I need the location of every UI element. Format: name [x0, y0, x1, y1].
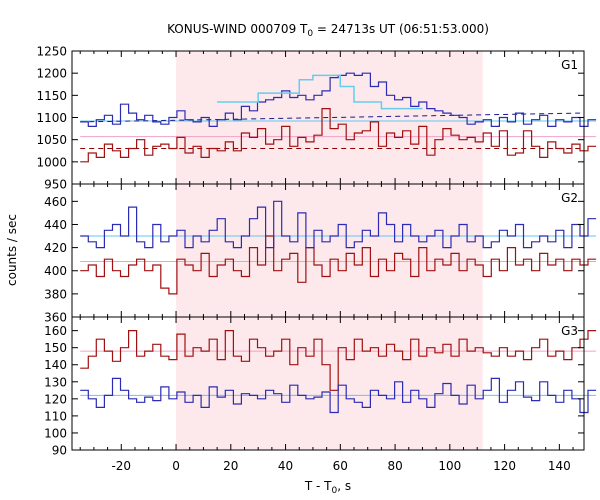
- y-tick-label: 100: [44, 426, 67, 440]
- y-tick-label: 160: [44, 324, 67, 338]
- panel-g3: G3: [80, 324, 597, 414]
- y-tick-label: 950: [44, 178, 67, 192]
- x-tick-label: 80: [387, 459, 402, 473]
- x-tick-label: 60: [333, 459, 348, 473]
- x-tick-label: 20: [223, 459, 238, 473]
- y-tick-label: 140: [44, 358, 67, 372]
- y-tick-label: 150: [44, 341, 67, 355]
- y-tick-label: 400: [44, 264, 67, 278]
- x-tick-label: -20: [111, 459, 131, 473]
- step-fit-line: [217, 74, 423, 110]
- panels-layer: G1 G2 G3: [80, 58, 597, 414]
- y-tick-label: 420: [44, 241, 67, 255]
- y-tick-label: 1050: [36, 133, 67, 147]
- y-tick-label: 120: [44, 392, 67, 406]
- x-tick-label: 140: [548, 459, 571, 473]
- x-tick-labels: -20 0 20 40 60 80 100 120 140: [111, 459, 570, 473]
- panel-g2: G2: [80, 191, 597, 295]
- panel-frame: [71, 316, 585, 451]
- source-interval-shade: [176, 51, 483, 450]
- y-tick-label: 360: [44, 311, 67, 325]
- y-tick-label: 380: [44, 287, 67, 301]
- panel-g1: G1: [80, 58, 597, 163]
- x-tick-label: 120: [493, 459, 516, 473]
- y-tick-label: 1200: [36, 67, 67, 81]
- x-tick-label: 100: [438, 459, 461, 473]
- series-blue: [80, 200, 597, 249]
- y-tick-label: 1000: [36, 155, 67, 169]
- y-axis-label: counts / sec: [5, 214, 19, 286]
- y-tick-label: 1150: [36, 89, 67, 103]
- panel-label: G1: [561, 58, 578, 72]
- y-tick-label: 110: [44, 409, 67, 423]
- dashed-line-1: [80, 112, 582, 123]
- y-tick-label: 90: [52, 444, 67, 458]
- series-red: [80, 108, 597, 163]
- y-tick-label: 130: [44, 375, 67, 389]
- panel-label: G2: [561, 191, 578, 205]
- series-blue: [80, 377, 597, 414]
- x-tick-label: 0: [172, 459, 180, 473]
- shaded-interval-layer: [176, 51, 483, 450]
- frame-layer: 950 1000 1050 1100 1150 1200 1250 360 380 400 420 4…: [36, 45, 585, 458]
- y-tick-label: 1250: [36, 45, 67, 59]
- panel-label: G3: [561, 324, 578, 338]
- series-blue: [80, 72, 597, 127]
- x-axis-label: T - T0, s: [304, 479, 351, 496]
- series-red: [80, 330, 597, 391]
- y-tick-label: 460: [44, 195, 67, 209]
- chart-title: KONUS-WIND 000709 T0 = 24713s UT (06:51:…: [167, 22, 489, 39]
- series-red: [80, 235, 597, 295]
- x-tick-label: 40: [278, 459, 293, 473]
- y-tick-label: 1100: [36, 111, 67, 125]
- y-tick-label: 440: [44, 218, 67, 232]
